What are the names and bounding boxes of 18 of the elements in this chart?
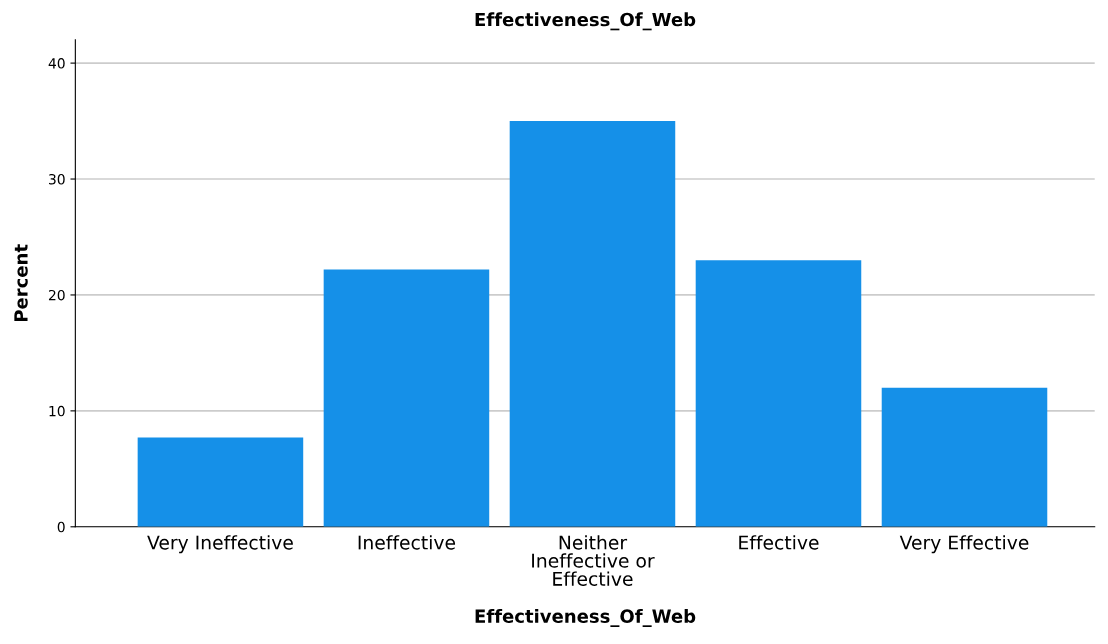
x-tick-label: Effective [739,535,819,550]
bar [323,269,490,527]
y-tick-label: 40 [48,58,65,69]
x-tick-label: Very Ineffective [147,535,293,554]
y-tick-label: 20 [48,289,65,301]
bar [509,121,676,527]
y-tick-label: 10 [49,405,65,417]
chart-title: Effectiveness_Of_Web [475,12,696,31]
x-tick-label: Ineffective [358,535,456,550]
bar [881,387,1048,527]
y-tick-label: 30 [49,174,65,185]
bar [137,437,304,527]
y-axis-title: Percent [14,244,28,322]
x-axis-title: Effectiveness_Of_Web [475,609,696,627]
y-tick-label: 0 [57,521,65,533]
bar [695,260,862,527]
x-tick-label: Neither Ineffective or Effective [532,535,655,586]
x-tick-label: Very Effective [899,535,1029,554]
